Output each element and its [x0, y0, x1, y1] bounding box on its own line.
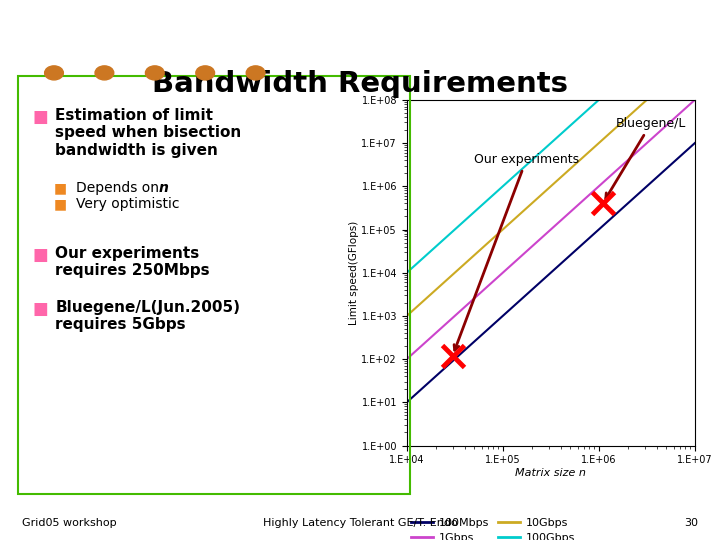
Text: n: n [158, 181, 168, 195]
Text: ■: ■ [32, 300, 48, 318]
100Gbps [573, 116, 582, 123]
10Gbps [579, 154, 588, 160]
10Gbps [645, 94, 654, 100]
Text: Our experiments
requires 250Mbps: Our experiments requires 250Mbps [55, 246, 210, 278]
100Gbps [402, 269, 411, 276]
100Mbps [645, 180, 654, 187]
100Mbps [573, 246, 582, 252]
Text: ■: ■ [54, 197, 67, 211]
Y-axis label: Limit speed(GFlops): Limit speed(GFlops) [348, 220, 359, 325]
Text: ■: ■ [32, 108, 48, 126]
Text: Depends on: Depends on [76, 181, 163, 195]
Text: ■: ■ [54, 181, 67, 195]
100Gbps [664, 35, 672, 41]
Text: Grid05 workshop: Grid05 workshop [22, 518, 116, 528]
Line: 1Gbps: 1Gbps [407, 100, 695, 359]
100Gbps [574, 115, 582, 122]
Text: Bandwidth Requirements: Bandwidth Requirements [152, 70, 568, 98]
10Gbps [690, 53, 699, 60]
100Gbps [690, 10, 699, 17]
Text: Estimation of limit
speed when bisection
bandwidth is given: Estimation of limit speed when bisection… [55, 108, 242, 158]
100Mbps [403, 398, 412, 404]
10Gbps [402, 313, 411, 319]
Legend: 100Mbps, 1Gbps, 10Gbps, 100Gbps: 100Mbps, 1Gbps, 10Gbps, 100Gbps [407, 513, 580, 540]
100Gbps [645, 51, 654, 57]
Text: 30: 30 [685, 518, 698, 528]
100Mbps [402, 399, 411, 406]
1Gbps [664, 121, 672, 127]
10Gbps [664, 78, 672, 84]
Text: Bluegene/L(Jun.2005)
requires 5Gbps: Bluegene/L(Jun.2005) requires 5Gbps [55, 300, 240, 332]
Text: Very optimistic: Very optimistic [76, 197, 179, 211]
10Gbps [573, 159, 582, 166]
100Mbps [574, 245, 582, 251]
Text: Highly Latency Tolerant GE/T. Endo: Highly Latency Tolerant GE/T. Endo [263, 518, 457, 528]
1Gbps [573, 202, 582, 209]
X-axis label: Matrix size n: Matrix size n [516, 468, 586, 478]
Text: ■: ■ [32, 246, 48, 264]
1Gbps [402, 356, 411, 362]
100Mbps [579, 240, 588, 247]
1Gbps [690, 97, 699, 103]
1Gbps [645, 137, 654, 144]
Line: 100Mbps: 100Mbps [407, 143, 695, 402]
1Gbps [403, 355, 412, 361]
1Gbps [579, 197, 588, 204]
100Gbps [403, 268, 412, 275]
10Gbps [574, 158, 582, 165]
100Mbps [690, 140, 699, 146]
100Gbps [579, 111, 588, 117]
1Gbps [574, 201, 582, 208]
Line: 100Gbps: 100Gbps [407, 14, 695, 273]
10Gbps [403, 312, 412, 318]
Line: 10Gbps: 10Gbps [407, 57, 695, 316]
Text: Our experiments: Our experiments [454, 153, 579, 350]
Text: Bluegene/L: Bluegene/L [606, 117, 686, 199]
100Mbps [664, 164, 672, 171]
